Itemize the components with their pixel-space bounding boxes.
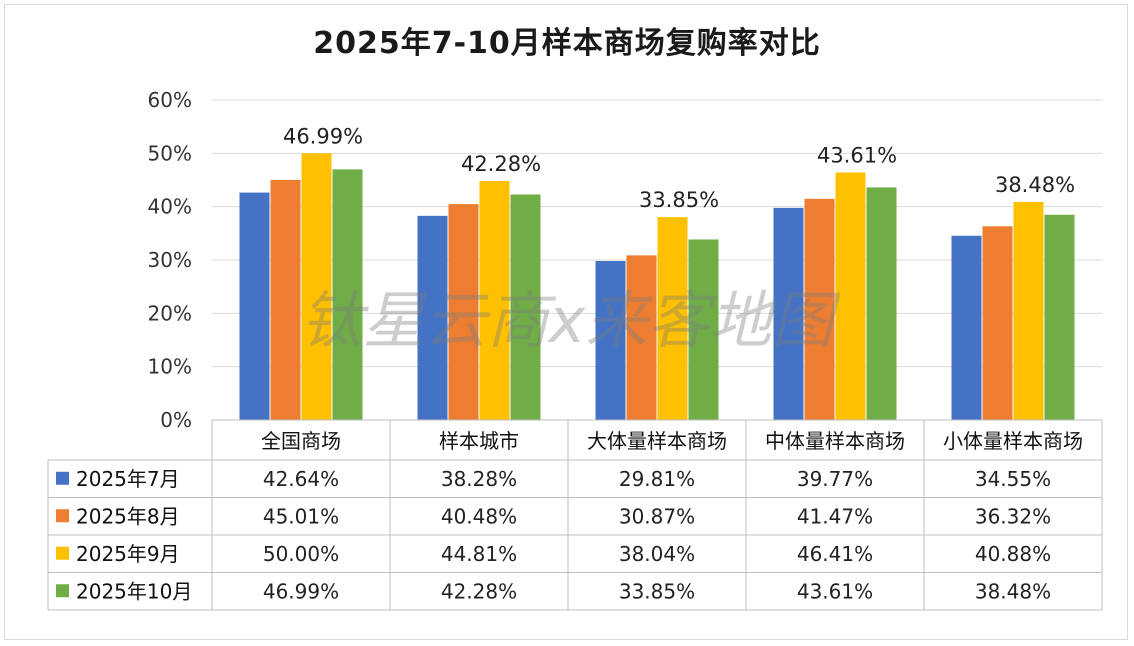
table-cell-value: 29.81% [619, 467, 695, 491]
legend-swatch [56, 509, 69, 523]
bar [1013, 201, 1044, 420]
legend-swatch [56, 584, 69, 598]
table-cell-value: 44.81% [441, 542, 517, 566]
bar [626, 255, 657, 420]
data-label: 43.61% [817, 143, 897, 167]
table-cell-value: 41.47% [797, 504, 873, 528]
chart-frame [4, 4, 1128, 640]
bar [773, 207, 804, 420]
category-label: 中体量样本商场 [765, 429, 905, 453]
category-label: 全国商场 [261, 429, 341, 453]
legend-swatch [56, 546, 69, 560]
bar [301, 153, 332, 421]
bar [688, 239, 719, 420]
bar [510, 194, 541, 420]
bar [657, 217, 688, 420]
category-label: 大体量样本商场 [587, 429, 727, 453]
table-cell-value: 38.04% [619, 542, 695, 566]
legend-label: 2025年10月 [76, 579, 192, 603]
table-cell-value: 38.28% [441, 467, 517, 491]
bar [1044, 214, 1075, 420]
bar [270, 179, 301, 420]
bar [479, 181, 510, 420]
table-cell-value: 45.01% [263, 504, 339, 528]
bar [595, 261, 626, 420]
chart-title: 2025年7-10月样本商场复购率对比 [313, 26, 821, 61]
legend-label: 2025年7月 [76, 467, 180, 491]
table-cell-value: 39.77% [797, 467, 873, 491]
table-cell-value: 50.00% [263, 542, 339, 566]
watermark: 钛星云商x来客地图 [301, 284, 842, 357]
data-label: 46.99% [283, 124, 363, 148]
category-label: 样本城市 [439, 429, 519, 453]
data-label: 42.28% [461, 152, 541, 176]
table-cell-value: 40.88% [975, 542, 1051, 566]
table-cell-value: 46.41% [797, 542, 873, 566]
bar [866, 187, 897, 420]
bar [951, 235, 982, 420]
data-label: 33.85% [639, 188, 719, 212]
y-tick-label: 20% [148, 301, 192, 325]
table-cell-value: 40.48% [441, 504, 517, 528]
bar [448, 204, 479, 420]
legend-label: 2025年9月 [76, 542, 180, 566]
y-tick-label: 50% [148, 141, 192, 165]
legend-label: 2025年8月 [76, 504, 180, 528]
legend-swatch [56, 471, 69, 485]
bar [332, 169, 363, 420]
y-tick-label: 40% [148, 195, 192, 219]
table-cell-value: 46.99% [263, 579, 339, 603]
y-tick-label: 60% [148, 88, 192, 112]
table-cell-value: 33.85% [619, 579, 695, 603]
table-cell-value: 38.48% [975, 579, 1051, 603]
bar [835, 172, 866, 420]
y-tick-label: 0% [160, 408, 192, 432]
table-cell-value: 43.61% [797, 579, 873, 603]
category-label: 小体量样本商场 [943, 429, 1083, 453]
table-cell-value: 34.55% [975, 467, 1051, 491]
data-label: 38.48% [995, 173, 1075, 197]
bar [982, 226, 1013, 420]
table-cell-value: 42.28% [441, 579, 517, 603]
table-cell-value: 42.64% [263, 467, 339, 491]
bar [804, 198, 835, 420]
bar [239, 192, 270, 420]
table-cell-value: 36.32% [975, 504, 1051, 528]
table-cell-value: 30.87% [619, 504, 695, 528]
y-tick-label: 10% [148, 355, 192, 379]
bar [417, 215, 448, 420]
y-tick-label: 30% [148, 248, 192, 272]
